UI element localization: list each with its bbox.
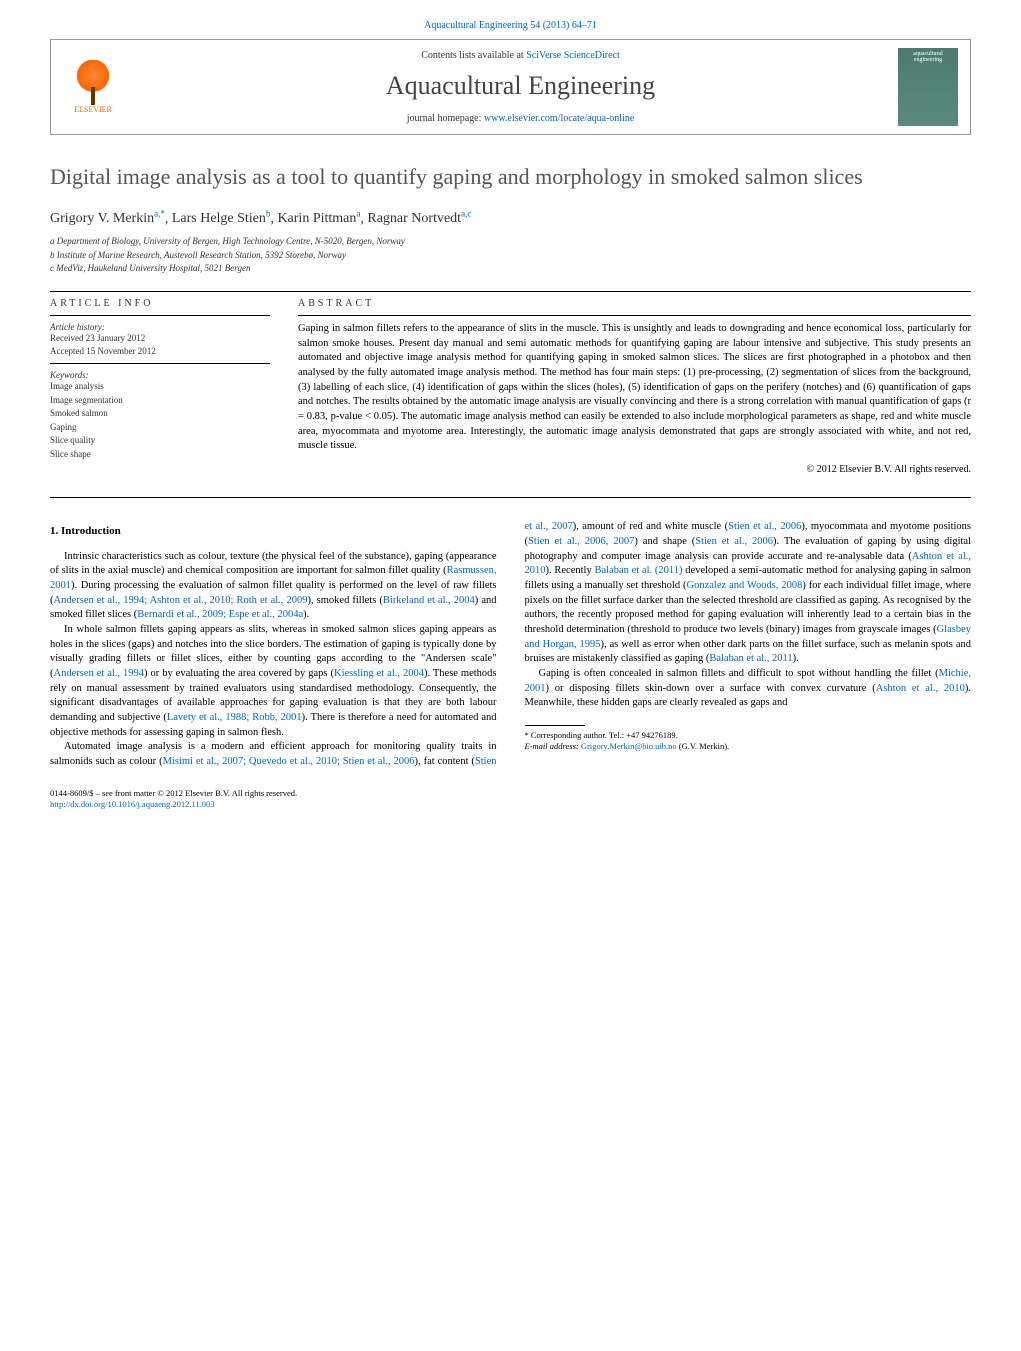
received-date: Received 23 January 2012 [50,332,270,345]
citation[interactable]: Andersen et al., 1994 [54,668,145,679]
keyword: Image segmentation [50,394,270,408]
keywords-label: Keywords: [50,370,270,380]
author-3: Karin Pittmana [277,211,360,226]
sciencedirect-link[interactable]: SciVerse ScienceDirect [526,50,620,61]
rule-abstract [298,315,971,316]
rule-info-1 [50,315,270,316]
header-center: Contents lists available at SciVerse Sci… [143,50,898,124]
copyright-line: © 2012 Elsevier B.V. All rights reserved… [298,464,971,475]
rule-bottom [50,497,971,498]
keyword: Slice shape [50,448,270,462]
paragraph-2: In whole salmon fillets gaping appears a… [50,623,497,741]
citation[interactable]: Misimi et al., 2007; Quevedo et al., 201… [163,756,415,767]
paragraph-1: Intrinsic characteristics such as colour… [50,550,497,623]
citation[interactable]: Stien et al., 2006 [728,521,801,532]
homepage-link[interactable]: www.elsevier.com/locate/aqua-online [484,113,634,124]
keyword: Smoked salmon [50,407,270,421]
affiliations: a Department of Biology, University of B… [50,235,971,275]
footnote-separator [525,725,585,726]
contents-prefix: Contents lists available at [421,50,526,61]
abstract-column: abstract Gaping in salmon fillets refers… [298,298,971,475]
paragraph-4: Gaping is often concealed in salmon fill… [525,667,972,711]
citation[interactable]: Gonzalez and Woods, 2008 [687,580,803,591]
author-1: Grigory V. Merkina,* [50,211,165,226]
article-info-heading: article info [50,298,270,309]
history-label: Article history: [50,322,270,332]
article-title: Digital image analysis as a tool to quan… [50,163,971,191]
contents-line: Contents lists available at SciVerse Sci… [143,50,898,61]
author-2: Lars Helge Stienb [172,211,271,226]
keywords-list: Image analysis Image segmentation Smoked… [50,380,270,461]
homepage-line: journal homepage: www.elsevier.com/locat… [143,113,898,124]
keyword: Slice quality [50,434,270,448]
abstract-heading: abstract [298,298,971,309]
homepage-prefix: journal homepage: [407,113,484,124]
rule-top [50,291,971,292]
journal-title: Aquacultural Engineering [143,71,898,101]
authors-line: Grigory V. Merkina,*, Lars Helge Stienb,… [50,209,971,228]
corresponding-author: * Corresponding author. Tel.: +47 942761… [525,730,972,741]
citation[interactable]: Lavety [167,712,196,723]
info-abstract-row: article info Article history: Received 2… [50,298,971,475]
elsevier-logo: ELSEVIER [63,52,123,122]
elsevier-label: ELSEVIER [74,105,112,114]
journal-cover-thumbnail: aquacultural engineering [898,48,958,126]
journal-header: ELSEVIER Contents lists available at Sci… [50,39,971,135]
section-1-heading: 1. Introduction [50,524,497,539]
abstract-text: Gaping in salmon fillets refers to the a… [298,322,971,454]
affiliation-c: c MedViz, Haukeland University Hospital,… [50,262,971,275]
journal-reference: Aquacultural Engineering 54 (2013) 64–71 [50,20,971,31]
rule-info-2 [50,363,270,364]
citation[interactable]: Stien et al., 2006 [695,536,773,547]
author-4: Ragnar Nortvedta,c [367,211,471,226]
citation[interactable]: Balaban et al., 2011 [709,653,792,664]
bottom-metadata: 0144-8609/$ – see front matter © 2012 El… [50,788,971,810]
keyword: Image analysis [50,380,270,394]
affiliation-b: b Institute of Marine Research, Austevol… [50,249,971,262]
citation[interactable]: Birkeland et al., 2004 [383,595,475,606]
accepted-date: Accepted 15 November 2012 [50,345,270,358]
email-link[interactable]: Grigory.Merkin@bio.uib.no [581,741,677,751]
affiliation-a: a Department of Biology, University of B… [50,235,971,248]
front-matter-line: 0144-8609/$ – see front matter © 2012 El… [50,788,971,799]
body-text: 1. Introduction Intrinsic characteristic… [50,520,971,770]
citation[interactable]: et al., 1988; Robb, 2001 [199,712,302,723]
elsevier-tree-icon [73,60,113,105]
email-line: E-mail address: Grigory.Merkin@bio.uib.n… [525,741,972,752]
citation[interactable]: Stien et al., 2006, 2007 [528,536,634,547]
doi-link[interactable]: http://dx.doi.org/10.1016/j.aquaeng.2012… [50,799,215,809]
citation[interactable]: Andersen et al., 1994; Ashton et al., 20… [54,595,308,606]
article-info: article info Article history: Received 2… [50,298,270,475]
cover-text: aquacultural engineering [901,51,955,63]
citation[interactable]: Bernardi et al., 2009; Espe et al., 2004… [137,609,303,620]
citation[interactable]: Balaban et al. (2011) [594,565,682,576]
citation[interactable]: Kiessling et al., 2004 [334,668,424,679]
keyword: Gaping [50,421,270,435]
citation[interactable]: Ashton et al., 2010 [876,683,965,694]
